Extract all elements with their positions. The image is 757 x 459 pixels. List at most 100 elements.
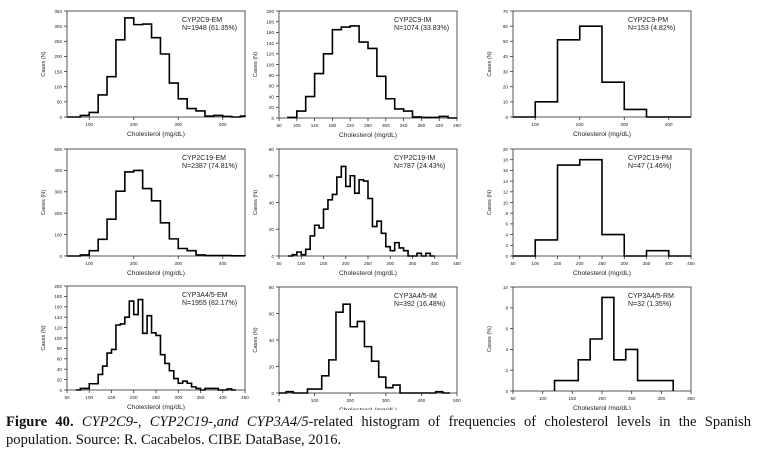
histogram-bin (107, 353, 111, 390)
histogram-bin (315, 74, 324, 118)
histogram-bin (350, 176, 354, 256)
histogram-bin (614, 360, 626, 391)
x-axis-label: Cholesterol (mg/dL) (127, 131, 185, 138)
x-tick-label: 140 (311, 123, 319, 128)
x-axis-label: Cholesterol (mg/dL) (573, 131, 631, 138)
y-tick-label: 40 (503, 54, 509, 59)
panel-title: CYP3A4/5-RM (628, 293, 674, 300)
histogram-bin (558, 165, 580, 256)
histogram-bin (332, 30, 341, 118)
y-tick-label: 18 (503, 158, 509, 163)
histogram-bin (310, 236, 314, 256)
histogram-bin (555, 381, 567, 391)
histogram-bin (439, 116, 448, 118)
x-tick-label: 450 (687, 261, 695, 266)
y-tick-label: 60 (503, 24, 509, 29)
figure-label: Figure 40. (6, 414, 74, 430)
histogram-bin (98, 95, 107, 117)
panel-title: CYP2C19-EM (182, 155, 226, 162)
histogram-bin (120, 324, 124, 390)
panel-count: N=1074 (33.83%) (394, 25, 449, 32)
histogram-bin (341, 166, 345, 256)
x-tick-label: 400 (665, 261, 673, 266)
histogram-bin (558, 40, 580, 117)
x-tick-label: 300 (386, 261, 394, 266)
x-tick-label: 250 (628, 396, 636, 401)
histogram-bin (156, 335, 160, 390)
histogram-bin (89, 251, 98, 256)
x-tick-label: 400 (219, 395, 227, 400)
histogram-bin (324, 209, 328, 256)
y-tick-label: 120 (266, 52, 274, 57)
y-tick-label: 6 (505, 326, 508, 331)
x-axis-label: Cholesterol (mg/dL) (127, 404, 185, 410)
y-tick-label: 80 (57, 346, 63, 351)
y-tick-label: 80 (269, 73, 275, 78)
x-tick-label: 300 (657, 396, 665, 401)
histogram-bin (107, 77, 116, 117)
x-tick-label: 250 (152, 395, 160, 400)
gene-cyp3a45: CYP3A4/5 (246, 414, 309, 430)
figure-caption: Figure 40. CYP2C9-, CYP2C19-,and CYP3A4/… (6, 414, 752, 448)
histogram-bin (85, 388, 89, 390)
panel-title: CYP3A4/5-IM (394, 293, 437, 300)
plot-frame (66, 148, 246, 257)
histogram-panel: 0 2 4 6 8 10 12 14 16 18 20 50 100 150 200 250 300 350 400… (487, 147, 695, 277)
histogram-bin (192, 387, 196, 390)
y-tick-label: 200 (54, 54, 62, 59)
histogram-bin (143, 333, 147, 390)
y-tick-label: 100 (266, 62, 274, 67)
histogram-bin (80, 255, 89, 256)
x-tick-label: 100 (531, 122, 539, 127)
histogram-bin (359, 180, 363, 256)
x-tick-label: 350 (687, 396, 695, 401)
histogram-bin (355, 193, 359, 256)
histogram-bin (286, 392, 293, 393)
histogram-outline (279, 303, 450, 394)
x-tick-label: 450 (241, 395, 249, 400)
histogram-bin (134, 25, 143, 117)
panel-title: CYP2C19-IM (394, 155, 435, 162)
histogram-panel: 0 20 40 60 80 0 100 200 300 400 500 Cholesterol (mg… (253, 285, 461, 410)
histogram-bin (413, 117, 422, 118)
x-axis-label: Cholesterol (mg/dL) (339, 132, 397, 139)
histogram-outline (287, 25, 457, 119)
x-tick-label: 50 (276, 261, 282, 266)
y-tick-label: 0 (271, 254, 274, 259)
histogram-bin (319, 228, 323, 256)
y-axis-label: Cases (N) (41, 51, 47, 76)
x-tick-label: 200 (576, 122, 584, 127)
histogram-bin (116, 325, 120, 390)
panel-count: N=153 (4.82%) (628, 25, 675, 32)
histogram-bin (324, 54, 333, 118)
histogram-bin (322, 376, 329, 393)
y-tick-label: 60 (269, 174, 275, 179)
y-tick-label: 20 (269, 105, 275, 110)
x-tick-label: 100 (539, 396, 547, 401)
histogram-bin (638, 381, 650, 391)
histogram-bin (381, 233, 385, 256)
histogram-bin (174, 379, 178, 390)
gene-cyp2c9: CYP2C9- (81, 414, 138, 430)
histogram-panel: 0 50 100 150 200 250 300 350 100 200 300 400 Cholest… (41, 9, 246, 138)
histogram-bin (241, 116, 245, 117)
x-tick-label: 50 (64, 395, 70, 400)
histogram-bin (306, 249, 310, 256)
y-tick-label: 80 (269, 147, 275, 152)
y-tick-label: 60 (269, 311, 275, 316)
x-tick-label: 300 (174, 261, 182, 266)
histogram-bin (364, 181, 368, 256)
histogram-bin (426, 253, 430, 256)
x-tick-label: 450 (453, 261, 461, 266)
y-tick-label: 300 (54, 190, 62, 195)
histogram-bin (301, 255, 305, 256)
y-tick-label: 0 (59, 254, 62, 259)
x-axis-label: Cholesterol (mg/dL) (127, 270, 185, 277)
y-tick-label: 2 (505, 368, 508, 373)
histogram-bin (169, 239, 178, 256)
x-tick-label: 250 (598, 261, 606, 266)
y-tick-label: 60 (57, 357, 63, 362)
histogram-bin (80, 115, 89, 117)
y-tick-label: 140 (266, 41, 274, 46)
